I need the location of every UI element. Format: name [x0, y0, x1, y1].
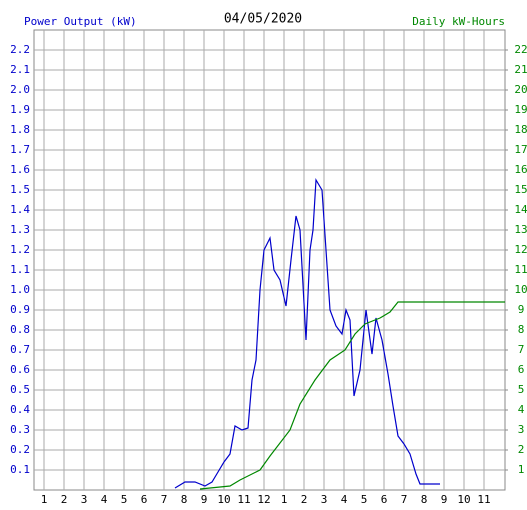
- y2-tick-label: 13: [514, 223, 527, 236]
- x-tick-label: 4: [101, 493, 108, 506]
- x-tick-label: 3: [321, 493, 328, 506]
- x-tick-label: 2: [301, 493, 308, 506]
- y-tick-label: 1.1: [10, 263, 30, 276]
- x-tick-label: 12: [257, 493, 270, 506]
- y-tick-label: 1.4: [10, 203, 30, 216]
- y2-tick-label: 9: [518, 303, 525, 316]
- y2-tick-label: 8: [518, 323, 525, 336]
- y-tick-label: 0.7: [10, 343, 30, 356]
- plot-area: [33, 29, 506, 491]
- y2-tick-label: 21: [514, 63, 527, 76]
- y2-tick-label: 15: [514, 183, 527, 196]
- y-tick-label: 1.9: [10, 103, 30, 116]
- x-tick-label: 3: [81, 493, 88, 506]
- y-tick-label: 2.1: [10, 63, 30, 76]
- y-tick-label: 0.6: [10, 363, 30, 376]
- x-tick-label: 7: [401, 493, 408, 506]
- x-tick-label: 1: [41, 493, 48, 506]
- x-tick-label: 10: [457, 493, 470, 506]
- y-tick-label: 1.6: [10, 163, 30, 176]
- series-line: [174, 178, 440, 489]
- y2-tick-label: 14: [514, 203, 527, 216]
- y-tick-label: 2.0: [10, 83, 30, 96]
- y-axis-label: Power Output (kW): [24, 15, 137, 28]
- y2-tick-label: 2: [518, 443, 525, 456]
- y-tick-label: 0.4: [10, 403, 30, 416]
- y2-tick-label: 5: [518, 383, 525, 396]
- y2-tick-label: 18: [514, 123, 527, 136]
- y-tick-label: 2.2: [10, 43, 30, 56]
- x-tick-label: 11: [477, 493, 490, 506]
- y2-tick-label: 19: [514, 103, 527, 116]
- y2-tick-label: 10: [514, 283, 527, 296]
- y-tick-label: 0.2: [10, 443, 30, 456]
- x-tick-label: 5: [121, 493, 128, 506]
- x-tick-label: 5: [361, 493, 368, 506]
- x-tick-label: 6: [381, 493, 388, 506]
- x-tick-label: 2: [61, 493, 68, 506]
- y-tick-label: 0.9: [10, 303, 30, 316]
- x-tick-label: 1: [281, 493, 288, 506]
- x-tick-label: 9: [441, 493, 448, 506]
- x-tick-label: 9: [201, 493, 208, 506]
- x-tick-label: 6: [141, 493, 148, 506]
- x-tick-label: 4: [341, 493, 348, 506]
- y2-tick-label: 7: [518, 343, 525, 356]
- y-tick-label: 1.8: [10, 123, 30, 136]
- y2-tick-label: 6: [518, 363, 525, 376]
- y-tick-label: 0.1: [10, 463, 30, 476]
- y-tick-label: 0.8: [10, 323, 30, 336]
- y2-tick-label: 4: [518, 403, 525, 416]
- y2-tick-label: 17: [514, 143, 527, 156]
- y2-tick-label: 3: [518, 423, 525, 436]
- x-tick-label: 7: [161, 493, 168, 506]
- y-tick-label: 0.3: [10, 423, 30, 436]
- y2-tick-label: 20: [514, 83, 527, 96]
- chart-title: 04/05/2020: [224, 12, 302, 27]
- y2-tick-label: 11: [514, 263, 527, 276]
- y-tick-label: 1.2: [10, 243, 30, 256]
- x-tick-label: 8: [421, 493, 428, 506]
- y-tick-label: 1.5: [10, 183, 30, 196]
- y-tick-label: 1.3: [10, 223, 30, 236]
- y-tick-label: 1.0: [10, 283, 30, 296]
- series-line: [199, 301, 505, 490]
- y2-tick-label: 12: [514, 243, 527, 256]
- y2-tick-label: 16: [514, 163, 527, 176]
- x-tick-label: 11: [237, 493, 250, 506]
- y2-tick-label: 1: [518, 463, 525, 476]
- y-tick-label: 0.5: [10, 383, 30, 396]
- y-tick-label: 1.7: [10, 143, 30, 156]
- y2-tick-label: 22: [514, 43, 527, 56]
- x-tick-label: 8: [181, 493, 188, 506]
- y2-axis-label: Daily kW-Hours: [412, 15, 505, 28]
- x-tick-label: 10: [217, 493, 230, 506]
